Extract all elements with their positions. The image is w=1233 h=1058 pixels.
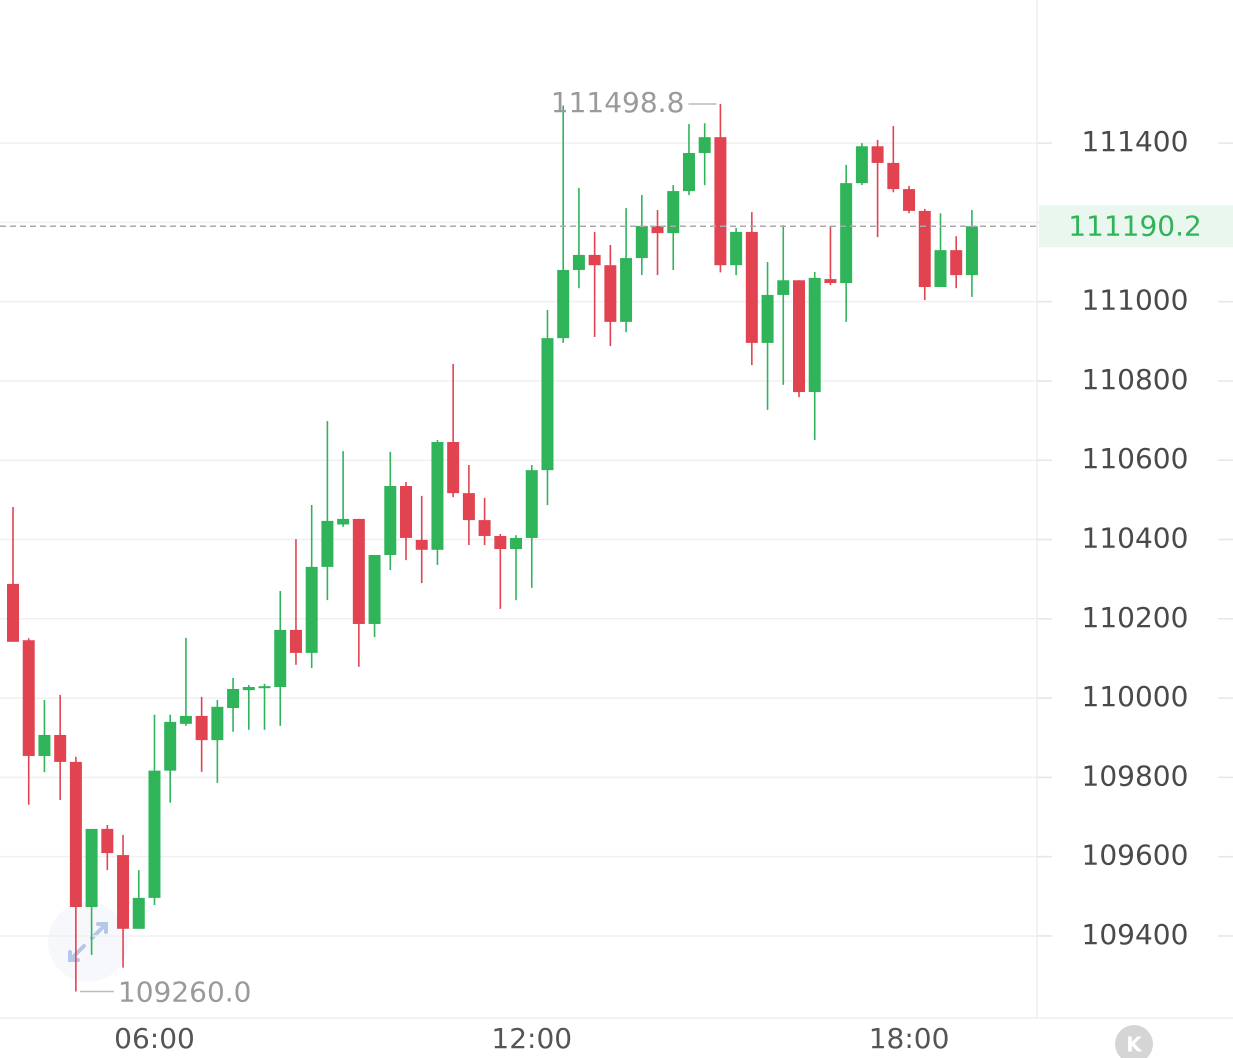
- y-tick-label: 110400: [1082, 522, 1189, 555]
- candle-body: [934, 250, 947, 288]
- candle-body: [698, 137, 711, 154]
- y-tick-label: 110600: [1082, 442, 1189, 475]
- candle-body: [274, 629, 287, 687]
- candle-body: [918, 210, 931, 288]
- k-button-label: K: [1126, 1033, 1143, 1057]
- candle-body: [541, 338, 554, 471]
- candle-body: [887, 162, 900, 190]
- last-price-label: 111190.2: [1068, 209, 1202, 242]
- candle-body: [651, 225, 664, 234]
- candle-body: [855, 146, 868, 184]
- candle-body: [682, 153, 695, 192]
- x-tick-label: 12:00: [491, 1022, 572, 1055]
- k-button[interactable]: K: [1115, 1025, 1153, 1058]
- candle-body: [494, 535, 507, 550]
- candle-body: [604, 265, 617, 322]
- candle-body: [572, 254, 585, 270]
- candle-body: [462, 493, 475, 521]
- expand-icon[interactable]: [48, 902, 128, 982]
- candle-body: [730, 231, 743, 266]
- candle-body: [117, 855, 130, 929]
- candle-body: [7, 583, 19, 642]
- candle-body: [38, 734, 51, 756]
- candle-body: [745, 231, 758, 343]
- candle-body: [227, 688, 240, 709]
- candle-body: [211, 706, 224, 741]
- candle-body: [337, 518, 350, 525]
- candle-body: [714, 137, 727, 266]
- candle-body: [777, 280, 790, 295]
- min-label: 109260.0: [118, 975, 252, 1008]
- k-button-bg: [1115, 1025, 1153, 1058]
- max-label: 111498.8: [551, 86, 685, 119]
- candle-body: [840, 183, 853, 284]
- candle-body: [824, 279, 837, 284]
- candle-body: [557, 269, 570, 339]
- y-tick-label: 110000: [1082, 680, 1189, 713]
- candle-body: [164, 721, 177, 771]
- candle-body: [588, 254, 601, 266]
- candle-body: [903, 189, 916, 211]
- candle-body: [368, 554, 381, 624]
- y-tick-label: 111400: [1082, 125, 1189, 158]
- candle-body: [761, 294, 774, 343]
- candle-body: [431, 442, 444, 550]
- candle-body: [525, 470, 538, 538]
- y-tick-label: 110800: [1082, 363, 1189, 396]
- last-price-bg: [1039, 205, 1233, 248]
- y-tick-label: 109800: [1082, 759, 1189, 792]
- x-tick-label: 06:00: [114, 1022, 195, 1055]
- candle-body: [22, 640, 35, 756]
- candle-body: [384, 486, 397, 555]
- candle-body: [85, 828, 98, 908]
- candle-body: [667, 191, 680, 234]
- candle-body: [242, 686, 255, 691]
- candle-body: [195, 715, 208, 741]
- candle-body: [415, 539, 428, 550]
- candle-body: [101, 828, 114, 854]
- candle-body: [289, 629, 302, 653]
- candle-body: [478, 520, 491, 536]
- candle-body: [510, 537, 523, 550]
- candle-body: [321, 520, 334, 567]
- candle-body: [258, 686, 271, 689]
- candle-body: [352, 518, 365, 624]
- candle-body: [808, 277, 821, 393]
- candle-body: [69, 761, 82, 908]
- candle-body: [447, 442, 460, 494]
- candle-body: [305, 566, 318, 653]
- expand-icon-arrows: [68, 922, 108, 962]
- candle-body: [793, 280, 805, 393]
- x-tick-label: 18:00: [869, 1022, 950, 1055]
- y-tick-label: 109400: [1082, 918, 1189, 951]
- candle-body: [132, 897, 145, 929]
- candle-body: [965, 226, 978, 276]
- y-tick-label: 111000: [1082, 284, 1189, 317]
- candle-body: [179, 715, 192, 724]
- candle-body: [635, 225, 648, 259]
- candle-body: [400, 486, 412, 538]
- y-tick-label: 110200: [1082, 601, 1189, 634]
- candle-body: [54, 734, 67, 762]
- candle-body: [620, 258, 633, 322]
- candle-body: [871, 146, 884, 163]
- y-tick-label: 109600: [1082, 839, 1189, 872]
- candle-body: [148, 770, 161, 898]
- candle-body: [950, 250, 963, 276]
- expand-icon-bg: [48, 902, 128, 982]
